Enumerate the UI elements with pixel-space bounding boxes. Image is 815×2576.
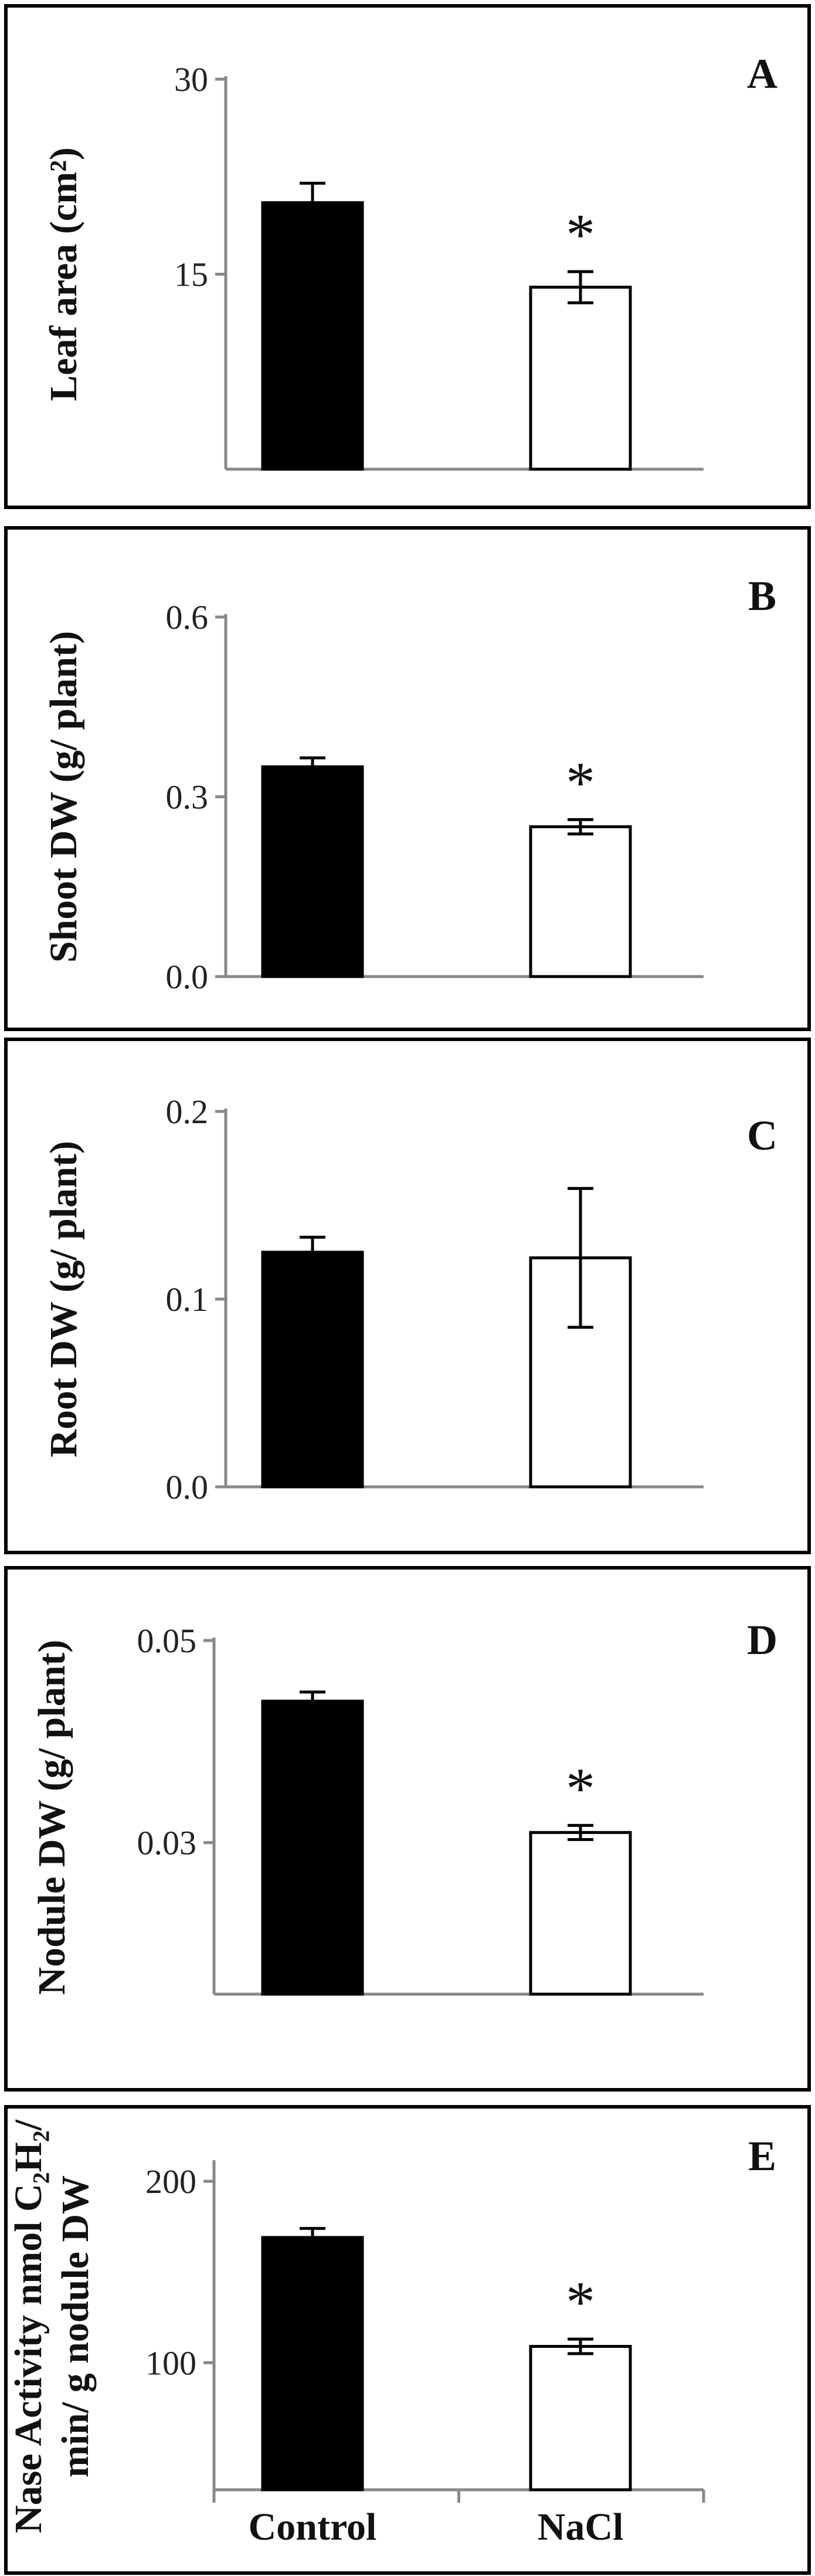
y-tick-label: 200 — [145, 2163, 196, 2201]
significance-marker: * — [566, 750, 595, 815]
bar-control — [261, 765, 364, 978]
panel-letter: C — [747, 1112, 777, 1159]
panel-border — [4, 526, 811, 1031]
y-tick-label: 0.0 — [166, 958, 209, 996]
y-axis-label: Nodule DW (g/ plant) — [30, 1640, 73, 1995]
bar-nacl — [529, 2345, 632, 2492]
bar-control — [261, 1250, 364, 1489]
panel-border — [4, 4, 811, 509]
significance-marker: * — [566, 2269, 595, 2334]
panel-c: 0.0 0.1 0.2 Root DW (g/ plant) C — [4, 1038, 811, 1554]
panel-a: 15 30 Leaf area (cm²) A * — [4, 4, 811, 509]
bar-nacl — [529, 1831, 632, 1996]
bar-nacl — [529, 825, 632, 978]
panel-border — [4, 1566, 811, 2092]
panel-letter: E — [748, 2133, 776, 2180]
panel-d: 0.03 0.05 Nodule DW (g/ plant) D * — [4, 1566, 811, 2092]
y-tick-label: 0.05 — [137, 1622, 197, 1660]
y-tick-label: 100 — [145, 2344, 196, 2382]
panel-e: 100 200 Nase Activity nmol C₂H₂/min/ g nod… — [4, 2105, 811, 2575]
y-axis-label: Leaf area (cm²) — [42, 147, 85, 401]
y-tick-label: 0.3 — [166, 778, 209, 816]
panel-letter: B — [748, 572, 776, 619]
bar-nacl — [529, 286, 632, 471]
y-tick-label: 0.1 — [166, 1280, 209, 1318]
significance-marker: * — [566, 1755, 595, 1821]
y-tick-label: 0.2 — [166, 1093, 209, 1131]
panel-border — [4, 1038, 811, 1554]
y-axis-label: Root DW (g/ plant) — [42, 1141, 85, 1458]
panel-letter: D — [747, 1616, 777, 1663]
bar-control — [261, 1699, 364, 1996]
bar-control — [261, 2236, 364, 2492]
significance-marker: * — [566, 202, 595, 267]
panel-b: 0.0 0.3 0.6 Shoot DW (g/ plant) B * — [4, 526, 811, 1031]
y-axis-label: Shoot DW (g/ plant) — [42, 631, 85, 962]
y-axis-label-line1: Nase Activity nmol C₂H₂/ — [7, 2119, 50, 2533]
panel-letter: A — [747, 50, 777, 97]
y-tick-label: 0.6 — [166, 598, 209, 636]
x-category-label: NaCl — [538, 2506, 624, 2548]
y-tick-label: 0.0 — [166, 1468, 209, 1506]
y-tick-label: 15 — [174, 256, 208, 294]
panel-border — [4, 2105, 811, 2575]
x-category-label: Control — [249, 2506, 377, 2548]
y-axis-label-line2: min/ g nodule DW — [54, 2175, 97, 2477]
bar-control — [261, 201, 364, 471]
y-tick-label: 30 — [174, 60, 208, 99]
y-tick-label: 0.03 — [137, 1824, 197, 1862]
